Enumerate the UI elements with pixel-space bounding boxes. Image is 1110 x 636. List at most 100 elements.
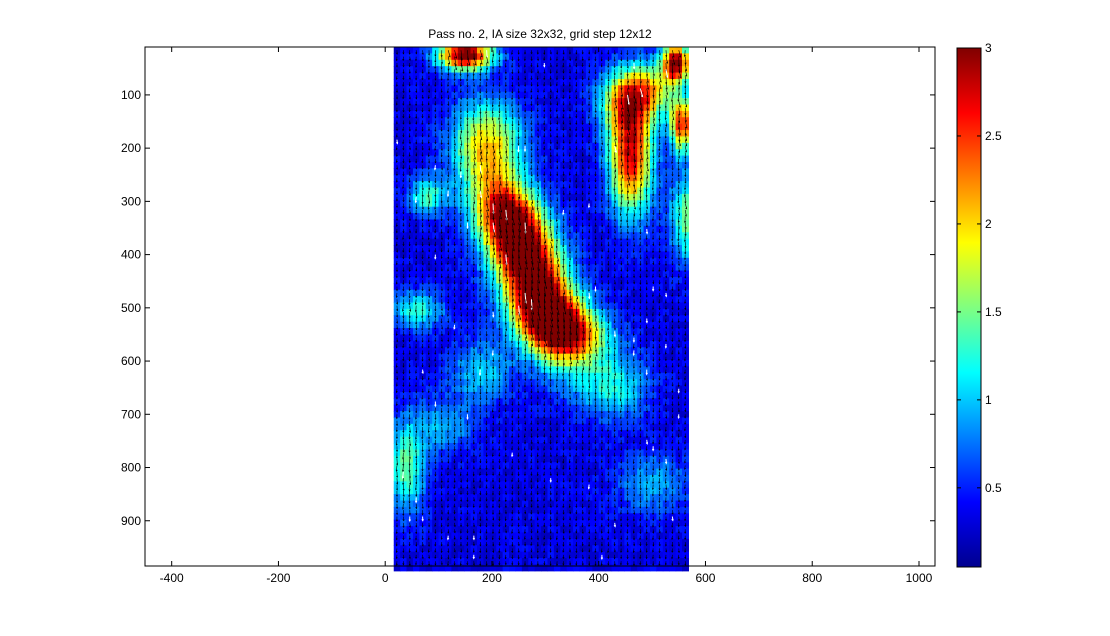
heatmap-cell	[643, 321, 651, 329]
heatmap-cell	[669, 276, 677, 284]
heatmap-cell	[489, 98, 497, 106]
heatmap-cell	[432, 238, 440, 246]
heatmap-cell	[630, 417, 638, 425]
vector-arrow-head	[402, 90, 405, 94]
heatmap-cell	[470, 276, 478, 284]
heatmap-cell	[611, 462, 619, 470]
heatmap-cell	[553, 213, 561, 221]
heatmap-cell	[444, 296, 452, 304]
vector-arrow-head	[427, 207, 430, 210]
heatmap-cell	[656, 545, 664, 553]
heatmap-cell	[444, 257, 452, 265]
vector-arrow-head	[408, 495, 411, 498]
heatmap-cell	[592, 417, 600, 425]
heatmap-cell	[451, 117, 459, 125]
heatmap-cell	[611, 404, 619, 412]
vector-arrow-head	[408, 532, 411, 535]
heatmap-cell	[477, 462, 485, 470]
heatmap-cell	[496, 551, 504, 559]
heatmap-cell	[528, 85, 536, 93]
heatmap-cell	[515, 353, 523, 361]
heatmap-cell	[624, 302, 632, 310]
vector-arrow-head	[415, 250, 418, 253]
heatmap-cell	[432, 430, 440, 438]
heatmap-cell	[598, 538, 606, 546]
heatmap-cell	[585, 404, 593, 412]
heatmap-cell	[534, 513, 542, 521]
heatmap-cell	[393, 462, 401, 470]
heatmap-cell	[483, 481, 491, 489]
heatmap-cell	[649, 366, 657, 374]
heatmap-cell	[496, 334, 504, 342]
heatmap-cell	[592, 538, 600, 546]
heatmap-cell	[541, 538, 549, 546]
heatmap-cell	[432, 302, 440, 310]
heatmap-cell	[547, 174, 555, 182]
heatmap-cell	[451, 78, 459, 86]
vector-arrow-head	[415, 550, 418, 553]
vector-arrow-head	[408, 423, 411, 427]
heatmap-cell	[393, 551, 401, 559]
heatmap-cell	[560, 53, 568, 61]
heatmap-cell	[541, 85, 549, 93]
heatmap-cell	[438, 513, 446, 521]
heatmap-cell	[534, 481, 542, 489]
heatmap-cell	[630, 353, 638, 361]
heatmap-cell	[585, 187, 593, 195]
heatmap-cell	[637, 404, 645, 412]
heatmap-cell	[425, 91, 433, 99]
heatmap-cell	[573, 187, 581, 195]
heatmap-cell	[457, 328, 465, 336]
heatmap-cell	[393, 379, 401, 387]
heatmap-cell	[566, 181, 574, 189]
heatmap-cell	[393, 155, 401, 163]
heatmap-cell	[406, 462, 414, 470]
heatmap-cell	[509, 59, 517, 67]
vector-arrow-head	[408, 563, 411, 566]
heatmap-cell	[534, 72, 542, 80]
vector-arrow-head	[421, 487, 424, 491]
heatmap-cell	[534, 538, 542, 546]
heatmap-cell	[406, 59, 414, 67]
vector-arrow-head	[396, 302, 399, 305]
heatmap-cell	[675, 308, 683, 316]
heatmap-cell	[553, 174, 561, 182]
heatmap-cell	[400, 391, 408, 399]
heatmap-cell	[425, 372, 433, 380]
heatmap-cell	[585, 468, 593, 476]
heatmap-cell	[560, 500, 568, 508]
heatmap-cell	[598, 353, 606, 361]
heatmap-cell	[598, 251, 606, 259]
heatmap-cell	[483, 276, 491, 284]
vector-arrow-head	[408, 550, 411, 553]
vector-arrow-head	[402, 316, 405, 319]
heatmap-cell	[515, 66, 523, 74]
heatmap-cell	[457, 130, 465, 138]
heatmap-cell	[598, 519, 606, 527]
vector-arrow-head	[402, 142, 405, 145]
vector-arrow-head	[402, 309, 405, 312]
heatmap-cell	[419, 558, 427, 566]
heatmap-cell	[592, 532, 600, 540]
vector-arrow-head	[427, 500, 430, 503]
heatmap-cell	[393, 289, 401, 297]
heatmap-cell	[470, 117, 478, 125]
heatmap-cell	[553, 181, 561, 189]
vector-arrow-head	[402, 257, 405, 260]
heatmap-cell	[592, 430, 600, 438]
heatmap-cell	[464, 404, 472, 412]
heatmap-cell	[553, 423, 561, 431]
heatmap-cell	[528, 468, 536, 476]
heatmap-cell	[502, 404, 510, 412]
vector-arrow-head	[414, 200, 418, 204]
heatmap-cell	[477, 270, 485, 278]
heatmap-cell	[393, 98, 401, 106]
heatmap-cell	[457, 564, 465, 572]
heatmap-cell	[656, 308, 664, 316]
heatmap-cell	[521, 85, 529, 93]
heatmap-cell	[432, 545, 440, 553]
heatmap-cell	[489, 532, 497, 540]
heatmap-cell	[611, 245, 619, 253]
heatmap-cell	[566, 500, 574, 508]
heatmap-cell	[509, 564, 517, 572]
